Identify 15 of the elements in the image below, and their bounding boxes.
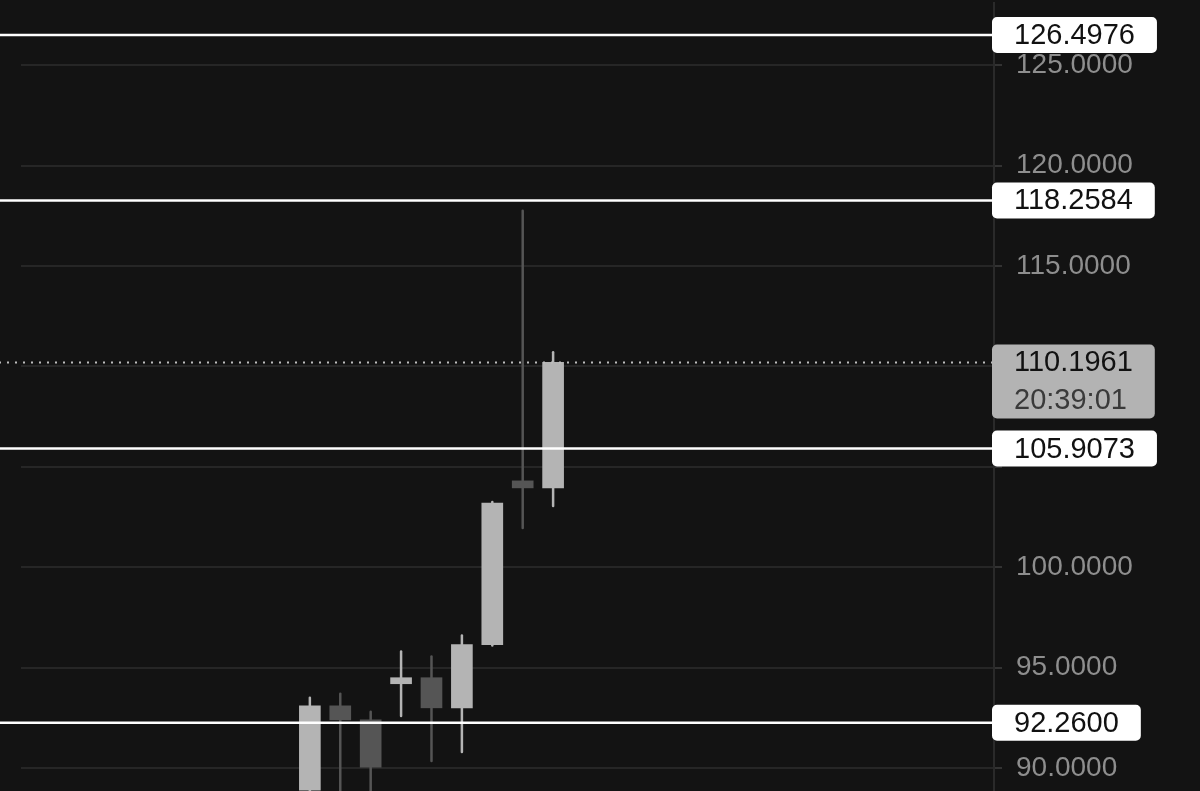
y-tick-label: 100.0000 (1016, 549, 1133, 581)
ref-line-label: 105.9073 (1014, 431, 1135, 464)
candlestick (511, 209, 534, 530)
text: 20:39:01 (1014, 383, 1127, 416)
y-tick-label: 115.0000 (1016, 248, 1131, 280)
candlestick (329, 692, 352, 791)
ref-line-label: 126.4976 (1014, 17, 1135, 50)
ref-line-label: 110.1961 (1014, 345, 1133, 378)
ref-line-label: 92.2600 (1014, 705, 1119, 738)
y-tick-label: 120.0000 (1016, 148, 1133, 180)
y-tick-label: 90.0000 (1016, 750, 1118, 782)
ref-line-label: 118.2584 (1014, 183, 1133, 216)
y-tick-label: 95.0000 (1016, 650, 1118, 682)
candlestick (390, 650, 412, 718)
y-tick-label: 125.0000 (1016, 47, 1133, 79)
